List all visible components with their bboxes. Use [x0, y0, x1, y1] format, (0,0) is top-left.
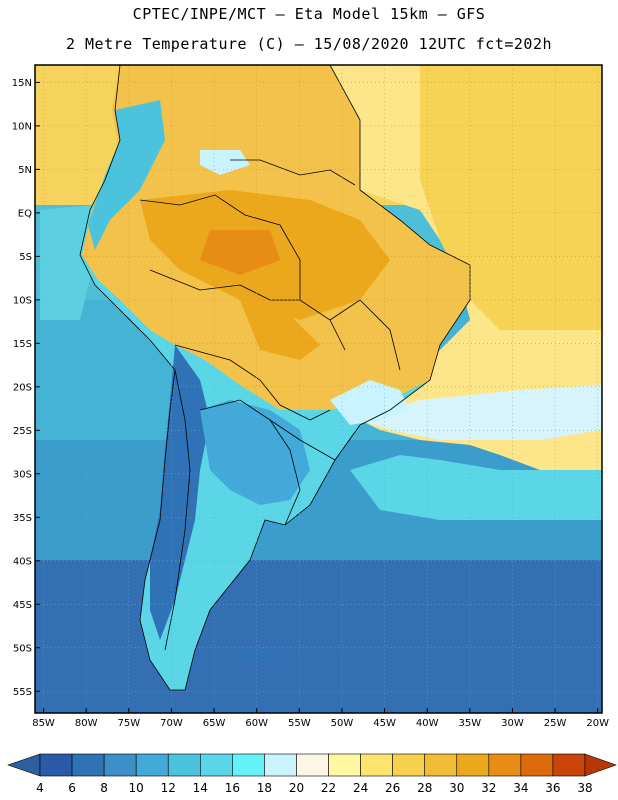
colorbar-label: 22	[321, 781, 336, 795]
lon-tick-label: 75W	[117, 718, 140, 729]
map-title: CPTEC/INPE/MCT – Eta Model 15km – GFS	[132, 5, 486, 23]
graticule	[35, 65, 602, 713]
lon-tick-label: 80W	[75, 718, 98, 729]
lon-tick-label: 40W	[416, 718, 439, 729]
colorbar-label: 32	[481, 781, 496, 795]
lon-tick-label: 45W	[373, 718, 396, 729]
pampas-cool	[200, 400, 310, 505]
lat-tick-label: 15S	[13, 339, 32, 350]
temperature-colorbar: 4 6 8 10 12 14 16 18 20 22 24 26 28 30 32 34 36 38	[7, 753, 617, 795]
lon-tick-label: 25W	[544, 718, 567, 729]
colorbar-under-arrow	[7, 753, 41, 777]
map-subtitle: 2 Metre Temperature (C) – 15/08/2020 12U…	[65, 35, 553, 53]
lon-tick-label: 20W	[586, 718, 609, 729]
colorbar-label: 6	[68, 781, 76, 795]
colorbar-swatch	[199, 753, 233, 777]
colorbar-label: 10	[129, 781, 144, 795]
colorbar-label: 38	[577, 781, 592, 795]
lon-tick-label: 35W	[459, 718, 482, 729]
map-plot-area	[35, 65, 602, 713]
colorbar-label: 16	[225, 781, 240, 795]
lon-tick-label: 85W	[32, 718, 55, 729]
lat-tick-label: 10S	[13, 295, 32, 306]
pacific-coastal-band	[40, 205, 95, 320]
colorbar-label: 28	[417, 781, 432, 795]
guiana-highlands-cool	[200, 150, 250, 175]
colorbar-swatch	[103, 753, 137, 777]
falkland-islands	[240, 650, 282, 662]
map-frame	[34, 64, 603, 714]
colorbar-label: 4	[36, 781, 44, 795]
amazon-hottest-zone	[200, 230, 280, 275]
colorbar-label: 8	[100, 781, 108, 795]
colorbar-swatch	[328, 753, 361, 777]
lon-tick-label: 55W	[288, 718, 311, 729]
lon-tick-label: 60W	[245, 718, 268, 729]
lon-tick-label: 70W	[160, 718, 183, 729]
colorbar-swatch	[39, 753, 73, 777]
colorbar-label: 18	[257, 781, 272, 795]
colorbar-label: 14	[193, 781, 208, 795]
country-borders	[79, 65, 471, 691]
lat-tick-label: 40S	[13, 556, 32, 567]
longitude-axis: 85W 80W 75W 70W 65W 60W 55W 50W 45W 40W 35W 30W 25W 2…	[32, 708, 609, 729]
latitude-axis: 15N 10N 5N EQ 5S 10S 15S 20S 25S 30S 35S 40S 45S 50S 5…	[12, 78, 40, 698]
colorbar-over-arrow	[584, 753, 617, 777]
colorbar-swatch	[552, 753, 586, 777]
colorbar-swatch	[135, 753, 169, 777]
ocean-band-southern	[35, 560, 602, 713]
lat-tick-label: 30S	[13, 469, 32, 480]
lon-tick-label: 30W	[501, 718, 524, 729]
colorbar-swatch	[488, 753, 522, 777]
colorbar-swatch	[167, 753, 201, 777]
colorbar-swatch	[232, 753, 265, 777]
atlantic-subtropical-band	[350, 455, 602, 520]
colorbar-swatch	[424, 753, 458, 777]
lat-tick-label: 10N	[12, 121, 32, 132]
lat-tick-label: 50S	[13, 643, 32, 654]
colorbar-label: 34	[513, 781, 528, 795]
atlantic-cool-band	[360, 385, 602, 440]
lat-tick-label: 15N	[12, 78, 32, 89]
lat-tick-label: 45S	[13, 600, 32, 611]
colorbar-label: 24	[353, 781, 368, 795]
colorbar-swatch	[71, 753, 105, 777]
central-brazil-hot	[240, 300, 320, 360]
colorbar-label: 36	[545, 781, 560, 795]
colorbar-label: 20	[289, 781, 304, 795]
colorbar-swatch	[296, 753, 329, 777]
southeast-brazil-mild	[330, 380, 410, 425]
lat-tick-label: EQ	[18, 208, 32, 219]
lat-tick-label: 35S	[13, 513, 32, 524]
colorbar-swatch	[520, 753, 554, 777]
lat-tick-label: 20S	[13, 382, 32, 393]
andes-north-cool	[88, 100, 165, 250]
colorbar-label: 26	[385, 781, 400, 795]
colorbar-swatch	[392, 753, 426, 777]
colorbar-swatch	[456, 753, 490, 777]
lon-tick-label: 65W	[203, 718, 226, 729]
lon-tick-label: 50W	[331, 718, 354, 729]
colorbar-label: 30	[449, 781, 464, 795]
colorbar-label: 12	[161, 781, 176, 795]
lat-tick-label: 55S	[13, 687, 32, 698]
colorbar-swatch	[264, 753, 297, 777]
lat-tick-label: 25S	[13, 426, 32, 437]
colorbar-swatch	[360, 753, 393, 777]
andes-south-cold	[150, 345, 210, 640]
lat-tick-label: 5S	[19, 252, 32, 263]
lat-tick-label: 5N	[18, 165, 32, 176]
